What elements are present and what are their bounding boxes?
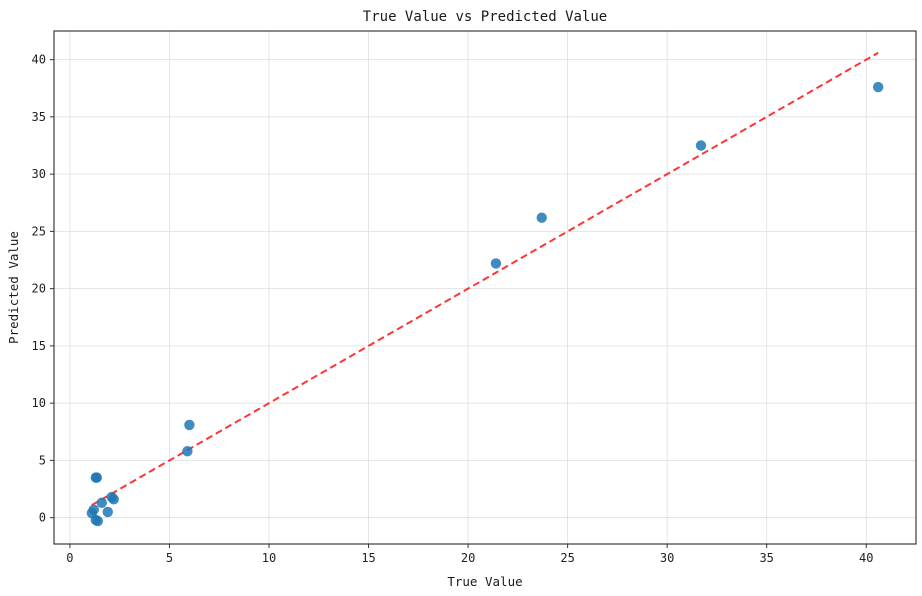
- data-point: [108, 494, 119, 505]
- y-tick-label: 35: [32, 110, 46, 124]
- x-tick-label: 0: [66, 551, 73, 565]
- data-point: [182, 446, 193, 457]
- data-point: [536, 212, 547, 223]
- x-tick-label: 20: [461, 551, 475, 565]
- x-axis-label: True Value: [447, 574, 522, 589]
- y-axis-label: Predicted Value: [6, 231, 21, 344]
- data-point: [96, 497, 107, 508]
- y-tick-label: 0: [39, 511, 46, 525]
- y-tick-label: 25: [32, 224, 46, 238]
- y-tick-label: 20: [32, 282, 46, 296]
- x-tick-label: 40: [859, 551, 873, 565]
- x-tick-label: 35: [759, 551, 773, 565]
- x-tick-label: 25: [560, 551, 574, 565]
- y-tick-label: 10: [32, 396, 46, 410]
- reference-line-layer: [91, 51, 879, 506]
- data-point: [490, 258, 502, 269]
- x-tick-label: 5: [166, 551, 173, 565]
- data-point: [92, 515, 103, 527]
- data-point: [91, 472, 103, 483]
- reference-line: [91, 51, 879, 506]
- data-point: [102, 506, 113, 518]
- grid: [54, 31, 916, 544]
- y-tick-label: 5: [39, 453, 46, 467]
- plot-frame: [53, 30, 917, 545]
- y-tick-label: 15: [32, 339, 46, 353]
- x-tick-label: 10: [262, 551, 276, 565]
- data-point: [695, 140, 707, 151]
- y-tick-label: 30: [32, 167, 46, 181]
- data-point: [872, 81, 884, 93]
- chart-title: True Value vs Predicted Value: [363, 9, 607, 25]
- x-tick-label: 15: [361, 551, 375, 565]
- y-tick-label: 40: [32, 53, 46, 67]
- axis-ticks: 0 5 10 15 20 25 30 35 40 0 5 10 15 20 25 30 35 40: [32, 53, 874, 565]
- x-tick-label: 30: [660, 551, 674, 565]
- data-point: [88, 504, 100, 515]
- data-point: [184, 419, 195, 431]
- data-points: [86, 81, 884, 527]
